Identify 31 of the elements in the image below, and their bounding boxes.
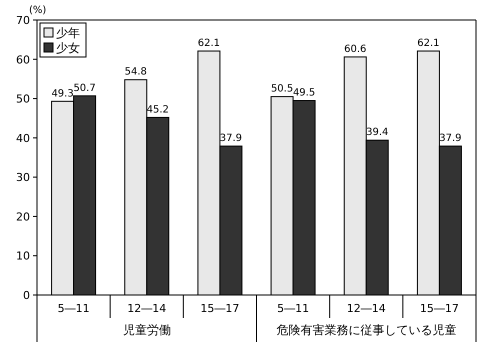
data-label: 62.1 (198, 38, 220, 50)
y-axis-title: (%) (29, 5, 46, 16)
data-label: 60.6 (344, 44, 366, 55)
data-label: 49.5 (292, 88, 316, 99)
y-tick-label: 0 (23, 289, 30, 302)
data-label: 37.9 (439, 133, 462, 144)
text: 危険有害業務に従事している児童 (276, 323, 456, 337)
legend-label: 少女 (56, 41, 80, 55)
data-label: 62.1 (417, 38, 440, 50)
text: 児童労働 (122, 323, 171, 337)
y-tick-label: 40 (16, 132, 30, 145)
x-tick-label: 5―11 (277, 302, 310, 315)
data-label: 50.7 (73, 82, 96, 94)
y-tick-label: 10 (16, 250, 30, 263)
y-tick-label: 50 (16, 92, 30, 106)
data-label: 54.8 (124, 66, 147, 78)
data-label: 49.3 (51, 88, 74, 100)
data-label: 39.4 (366, 127, 388, 138)
y-tick-label: 20 (16, 210, 30, 224)
data-label: 45.2 (146, 104, 169, 116)
y-tick-label: 60 (16, 53, 30, 66)
y-tick-label: 30 (16, 171, 30, 184)
data-label: 50.5 (270, 84, 294, 95)
x-tick-label: 12―14 (346, 302, 386, 315)
y-tick-label: 70 (16, 14, 30, 27)
x-tick-label: 5―11 (58, 302, 90, 315)
data-label: 37.9 (220, 133, 242, 144)
legend-label: 少年 (56, 26, 80, 40)
x-tick-label: 15―17 (420, 302, 459, 315)
x-tick-label: 12―14 (127, 302, 166, 315)
x-tick-label: 15―17 (200, 302, 240, 315)
